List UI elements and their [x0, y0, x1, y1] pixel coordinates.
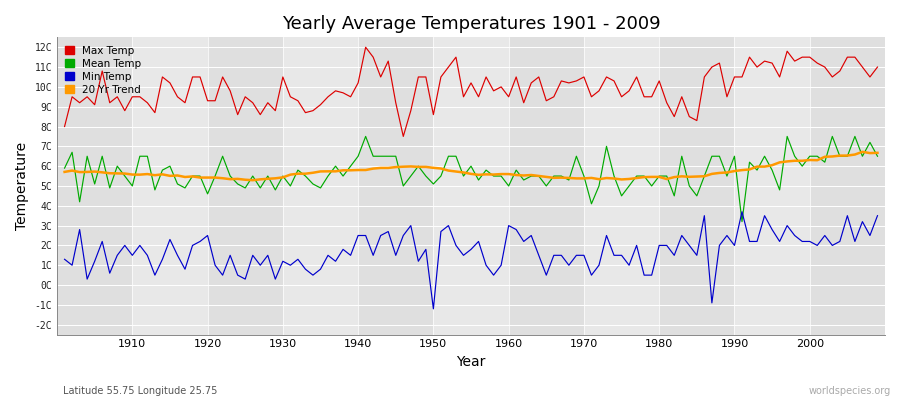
Legend: Max Temp, Mean Temp, Min Temp, 20 Yr Trend: Max Temp, Mean Temp, Min Temp, 20 Yr Tre…: [62, 42, 144, 98]
Bar: [734, 37, 810, 334]
Bar: [810, 37, 885, 334]
Bar: [208, 37, 283, 334]
Bar: [434, 37, 508, 334]
Bar: [584, 37, 659, 334]
Bar: [283, 37, 358, 334]
Bar: [508, 37, 584, 334]
Bar: [358, 37, 434, 334]
Bar: [132, 37, 208, 334]
Text: worldspecies.org: worldspecies.org: [809, 386, 891, 396]
Title: Yearly Average Temperatures 1901 - 2009: Yearly Average Temperatures 1901 - 2009: [282, 15, 661, 33]
Bar: [659, 37, 734, 334]
X-axis label: Year: Year: [456, 355, 486, 369]
Bar: [57, 37, 132, 334]
Y-axis label: Temperature: Temperature: [15, 142, 29, 230]
Text: Latitude 55.75 Longitude 25.75: Latitude 55.75 Longitude 25.75: [63, 386, 218, 396]
